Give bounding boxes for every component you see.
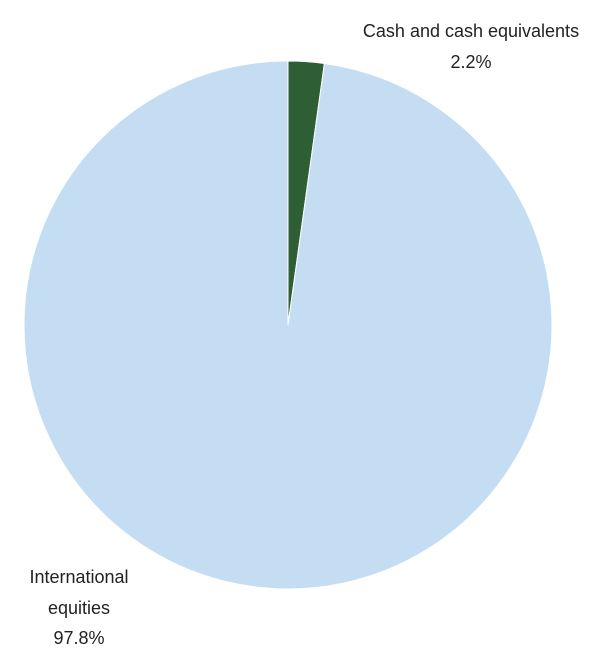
slice-value-cash: 2.2% (450, 52, 491, 72)
pie-slices (23, 60, 553, 590)
pie-slice-international-equities (23, 60, 553, 590)
slice-label-cash: Cash and cash equivalents (363, 21, 579, 41)
slice-value-international: 97.8% (53, 628, 104, 648)
slice-label-international-line2: equities (48, 598, 110, 618)
slice-label-international-line1: International (29, 567, 128, 587)
